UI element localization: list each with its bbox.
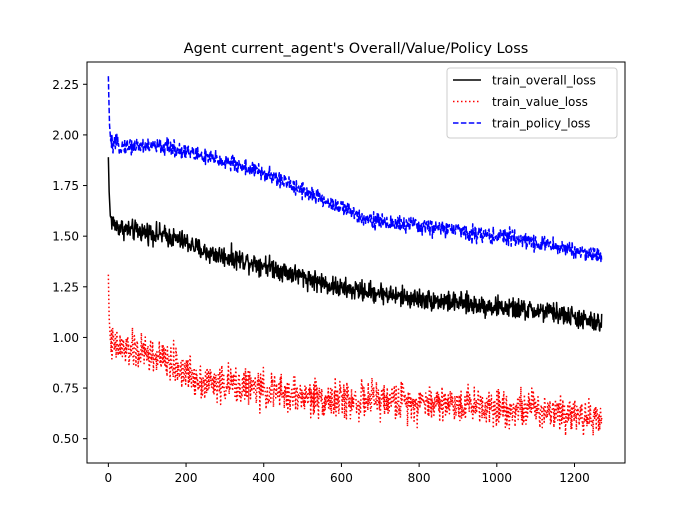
series-line-train_overall_loss (107, 157, 603, 332)
y-tick-label: 0.75 (52, 382, 79, 396)
series-line-train_policy_loss (107, 76, 603, 263)
x-tick-label: 0 (105, 471, 113, 485)
x-tick-label: 1200 (559, 471, 590, 485)
y-tick-label: 2.00 (52, 128, 79, 142)
x-axis: 0 200 400 600 800 1000 1200 (105, 463, 590, 485)
x-tick-label: 400 (252, 471, 275, 485)
x-tick-label: 200 (175, 471, 198, 485)
y-tick-label: 1.00 (52, 331, 79, 345)
legend-box (446, 67, 618, 139)
x-tick-label: 800 (408, 471, 431, 485)
y-tick-label: 0.50 (52, 432, 79, 446)
series-layer (107, 76, 603, 437)
chart-title: Agent current_agent's Overall/Value/Poli… (184, 41, 529, 57)
y-tick-label: 1.25 (52, 280, 79, 294)
y-tick-label: 1.75 (52, 179, 79, 193)
y-tick-label: 2.25 (52, 78, 79, 92)
legend-label-train_policy_loss: train_policy_loss (492, 117, 590, 131)
legend: train_overall_loss train_value_loss train_… (446, 67, 618, 139)
legend-label-train_overall_loss: train_overall_loss (492, 74, 596, 88)
x-tick-label: 600 (330, 471, 353, 485)
y-axis: 0.50 0.75 1.00 1.25 1.50 1.75 2.00 2.25 (52, 78, 87, 446)
series-line-train_value_loss (107, 274, 603, 437)
legend-label-train_value_loss: train_value_loss (492, 95, 588, 109)
y-tick-label: 1.50 (52, 230, 79, 244)
x-tick-label: 1000 (482, 471, 513, 485)
axes-frame (86, 61, 626, 464)
